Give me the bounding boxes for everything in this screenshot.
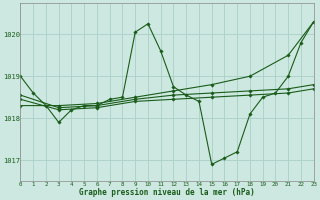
X-axis label: Graphe pression niveau de la mer (hPa): Graphe pression niveau de la mer (hPa)	[79, 188, 255, 197]
